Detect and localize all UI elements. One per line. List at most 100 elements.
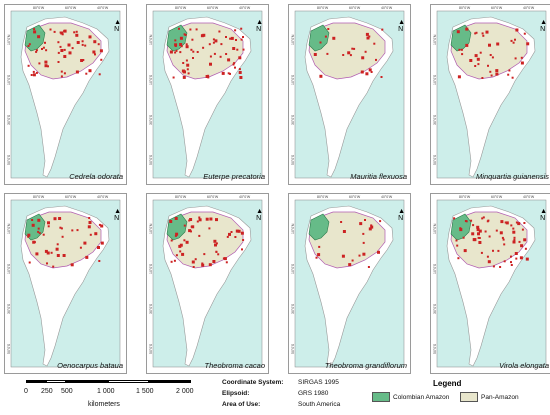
occurrence-point [190,48,193,51]
occurrence-point [217,253,220,256]
occurrence-point [512,230,516,234]
graticule-longitude-label: 40°0'W [523,195,535,199]
species-label: Minquartia guianensis [476,172,549,181]
occurrence-point [200,34,204,38]
occurrence-point [83,241,87,245]
occurrence-point [97,246,100,249]
occurrence-point [368,68,372,72]
occurrence-point [351,47,354,50]
occurrence-point [61,235,64,238]
occurrence-point [218,30,221,33]
occurrence-point [38,62,41,65]
occurrence-point [58,217,62,220]
occurrence-point [203,253,206,256]
occurrence-point [71,229,74,232]
occurrence-point [186,68,189,71]
occurrence-point [235,229,239,233]
graticule-latitude-label: 10°0'S [7,74,11,85]
occurrence-point [55,247,59,251]
occurrence-point [485,30,489,34]
occurrence-point [35,49,38,52]
occurrence-point [42,46,45,49]
graticule-latitude-label: 10°0'S [149,74,153,85]
occurrence-point [495,69,499,73]
occurrence-point [341,254,345,258]
occurrence-point [174,43,178,47]
occurrence-point [368,227,372,231]
occurrence-point [364,50,367,53]
occurrence-point [213,52,216,55]
occurrence-point [511,76,514,79]
occurrence-point [57,51,60,54]
occurrence-point [347,51,351,55]
occurrence-point [60,31,64,35]
occurrence-point [31,223,35,227]
occurrence-point [463,249,467,253]
occurrence-point [189,218,193,221]
occurrence-point [523,238,527,242]
map-panel-theobroma-grandiflorum: ▲ N Theobroma grandiflorum 80°0'W 60°0'W 40°… [288,193,411,374]
occurrence-point [342,230,346,233]
occurrence-point [455,239,458,242]
occurrence-point [492,265,495,268]
occurrence-point [366,36,370,40]
occurrence-point [457,257,460,260]
occurrence-point [240,27,243,30]
occurrence-point [461,53,464,56]
occurrence-point [491,56,494,59]
graticule-latitude-label: 10°0'S [433,263,437,274]
occurrence-point [518,240,521,243]
graticule-latitude-label: 10°0'N [149,223,153,234]
occurrence-point [179,250,182,253]
occurrence-point [465,220,468,223]
occurrence-point [476,228,480,232]
legend-title: Legend [433,379,462,388]
graticule-longitude-label: 60°0'W [65,195,77,199]
occurrence-point [362,232,365,235]
occurrence-point [212,38,215,41]
occurrence-point [319,41,322,44]
occurrence-point [219,55,222,58]
occurrence-point [489,70,492,73]
occurrence-point [185,59,188,62]
occurrence-point [212,41,215,44]
occurrence-point [315,256,318,259]
occurrence-point [60,75,63,78]
occurrence-point [27,64,30,67]
occurrence-point [326,52,329,55]
occurrence-point [61,33,64,36]
occurrence-point [474,65,477,67]
occurrence-point [81,40,84,43]
graticule-longitude-label: 60°0'W [491,6,503,10]
graticule-longitude-label: 40°0'W [239,6,251,10]
occurrence-point [508,69,511,72]
occurrence-point [185,45,189,49]
map-canvas [294,10,405,179]
occurrence-point [496,42,500,46]
occurrence-point [474,32,477,35]
scale-label-1000: 1 000 [97,388,115,395]
occurrence-point [46,262,48,265]
occurrence-point [99,49,103,53]
graticule-longitude-label: 40°0'W [239,195,251,199]
occurrence-point [474,54,478,58]
scale-segment [46,380,66,383]
occurrence-point [514,57,517,60]
occurrence-point [221,71,225,75]
occurrence-point [52,265,55,268]
legend-label-colombian-amazon: Colombian Amazon [393,394,450,401]
graticule-latitude-label: 50°0'S [433,343,437,354]
occurrence-point [98,260,101,262]
occurrence-point [194,258,197,261]
occurrence-point [180,45,183,48]
occurrence-point [205,75,209,78]
scale-label-2000: 2 000 [176,388,194,395]
occurrence-point [31,219,34,221]
occurrence-point [482,216,485,219]
occurrence-point [94,53,96,56]
occurrence-point [481,217,484,220]
occurrence-point [513,238,516,241]
occurrence-point [521,228,524,231]
occurrence-point [27,233,31,237]
occurrence-point [465,27,469,31]
